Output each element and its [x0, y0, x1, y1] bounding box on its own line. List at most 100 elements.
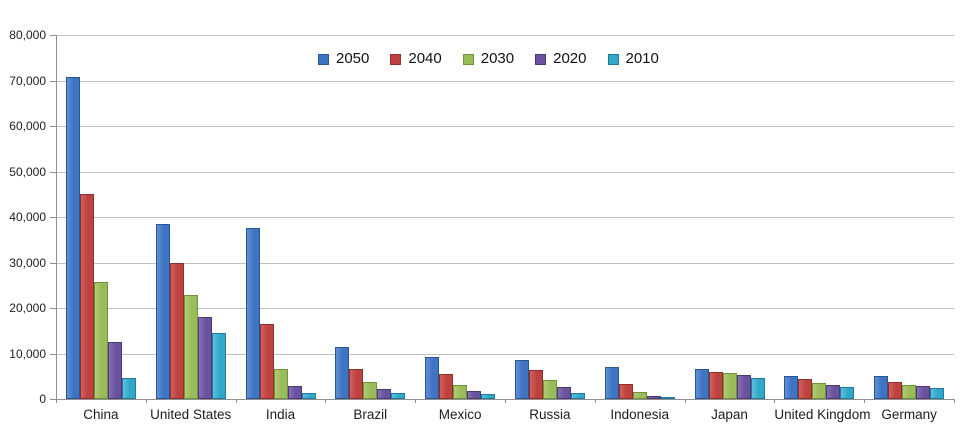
legend-item-2050: 2050 — [318, 51, 369, 67]
x-axis-category-label: Brazil — [353, 407, 388, 422]
bar-2020-china — [107, 341, 122, 399]
bar-2050-united-kingdom — [784, 375, 799, 399]
x-axis-tick — [325, 399, 327, 403]
bar-2030-russia — [542, 379, 557, 399]
y-axis-tick-label: 60,000 — [9, 119, 46, 133]
x-axis-category-label: United Kingdom — [774, 407, 871, 422]
bar-2020-germany — [916, 385, 931, 399]
gridline — [56, 80, 954, 82]
x-axis-category-label: China — [83, 407, 119, 422]
x-axis-tick — [415, 399, 417, 403]
y-axis-tick-label: 70,000 — [9, 73, 46, 88]
bar-2020-japan — [736, 375, 751, 399]
y-axis-tick — [50, 217, 56, 218]
bar-2040-india — [259, 323, 274, 399]
legend-swatch-icon — [535, 53, 547, 65]
bar-2050-mexico — [425, 356, 440, 399]
legend-item-2020: 2020 — [535, 50, 587, 67]
bar-2040-mexico — [439, 374, 454, 399]
bar-2040-brazil — [349, 368, 364, 399]
bar-2040-united-kingdom — [798, 379, 813, 399]
bar-2020-united-kingdom — [826, 384, 841, 399]
bar-2020-india — [287, 386, 302, 399]
bar-2040-japan — [708, 371, 723, 399]
x-axis-category-label: Japan — [711, 407, 748, 422]
y-axis-tick — [50, 399, 56, 400]
legend-item-2010: 2010 — [607, 50, 659, 67]
bar-2010-russia — [570, 392, 585, 399]
x-axis-category-label: Russia — [529, 407, 571, 422]
bar-2050-united-states — [155, 223, 170, 399]
bar-2030-indonesia — [632, 392, 647, 399]
x-axis-tick — [594, 399, 596, 403]
gridline — [56, 308, 954, 309]
bar-2030-china — [93, 282, 108, 399]
bar-2010-united-states — [211, 332, 226, 399]
x-axis-category-label: Indonesia — [610, 407, 669, 422]
bar-2030-mexico — [453, 385, 468, 399]
y-axis-tick-label: 30,000 — [9, 255, 46, 270]
bar-2050-china — [65, 77, 80, 399]
y-axis-tick — [50, 171, 56, 173]
y-axis-tick-label: 50,000 — [9, 164, 46, 179]
bar-2010-mexico — [481, 394, 496, 399]
bar-2010-germany — [930, 387, 945, 399]
gridline — [56, 262, 954, 264]
legend-swatch-icon — [607, 53, 619, 65]
legend-swatch-icon — [318, 53, 329, 65]
legend-label: 2050 — [336, 50, 370, 67]
bar-2050-japan — [694, 368, 709, 399]
bar-2050-russia — [514, 359, 529, 399]
bar-2030-japan — [722, 372, 737, 399]
bar-2020-united-states — [197, 317, 212, 399]
bar-2020-mexico — [467, 391, 482, 399]
bar-2010-india — [301, 393, 316, 399]
y-axis-tick-label: 80,000 — [9, 28, 46, 42]
y-axis-tick — [50, 262, 56, 264]
gridline — [56, 126, 954, 127]
bar-2040-china — [79, 194, 94, 399]
gridline — [56, 35, 954, 36]
bar-2040-united-states — [169, 263, 184, 399]
gridline — [56, 217, 954, 218]
legend-label: 2040 — [408, 50, 442, 67]
bar-2020-brazil — [377, 389, 392, 399]
x-axis-category-label: India — [265, 407, 296, 422]
y-axis-tick-label: 40,000 — [9, 210, 46, 224]
legend-label: 2010 — [625, 50, 659, 67]
bar-2010-brazil — [391, 392, 406, 399]
x-axis-category-label: Mexico — [438, 407, 482, 422]
bar-2030-germany — [902, 384, 917, 399]
x-axis-tick — [56, 399, 57, 403]
bar-2050-brazil — [335, 347, 350, 399]
bar-2040-germany — [888, 382, 903, 399]
y-axis-tick — [50, 353, 56, 355]
bar-2010-china — [121, 377, 136, 399]
bar-2030-united-kingdom — [812, 382, 827, 399]
x-axis-category-label: Germany — [881, 407, 937, 422]
y-axis-tick — [50, 35, 56, 36]
legend-swatch-icon — [462, 53, 474, 65]
bar-2030-united-states — [183, 295, 198, 399]
legend-label: 2030 — [480, 50, 515, 67]
y-axis-tick — [50, 126, 56, 127]
legend-item-2040: 2040 — [390, 50, 442, 67]
x-axis-tick — [954, 399, 955, 403]
x-axis-tick — [864, 399, 866, 403]
bar-2040-indonesia — [618, 384, 633, 399]
y-axis-line — [56, 35, 57, 399]
bar-2020-indonesia — [646, 395, 661, 399]
legend-label: 2020 — [553, 50, 587, 67]
legend-item-2030: 2030 — [462, 50, 515, 67]
x-axis-tick — [505, 399, 506, 403]
y-axis-tick-label: 0 — [39, 392, 46, 406]
bar-2040-russia — [528, 370, 543, 399]
y-axis-tick-label: 10,000 — [9, 346, 46, 361]
x-axis-tick — [774, 399, 776, 403]
bar-2010-indonesia — [660, 397, 675, 399]
x-axis-tick — [235, 399, 237, 403]
legend: 2050 2040 2030 2020 2010 — [318, 51, 680, 67]
bar-2050-indonesia — [604, 367, 619, 399]
bar-2050-india — [245, 227, 260, 399]
bar-2010-united-kingdom — [840, 387, 855, 399]
